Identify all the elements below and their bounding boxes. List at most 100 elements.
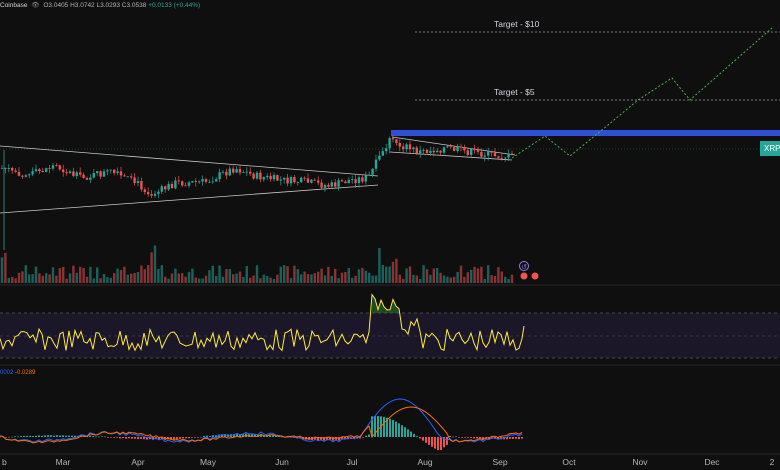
signal-line[interactable] [0, 406, 523, 444]
macd-hist-bar [398, 423, 400, 437]
target-5-label: Target - $5 [494, 87, 535, 97]
macd-hist-bar [509, 437, 511, 439]
volume-bar [123, 266, 126, 283]
candle-body [507, 153, 510, 158]
volume-bar [439, 272, 442, 283]
exchange-label: Coinbase [0, 2, 28, 9]
macd-hist-bar [314, 437, 316, 440]
macd-hist-bar [422, 437, 424, 441]
macd-hist-bar [131, 437, 133, 439]
candle-body [41, 171, 44, 172]
flag-lower-trendline[interactable] [389, 151, 513, 161]
candle-body [85, 177, 89, 180]
macd-hist-bar [410, 431, 412, 437]
macd-hist-bar [395, 421, 397, 437]
macd-hist-bar [200, 436, 202, 438]
macd-hist-bar [464, 437, 466, 438]
macd-legend[interactable]: 0002 -0.0289 [0, 370, 35, 376]
candle-body [476, 150, 480, 152]
macd-hist-bar [458, 437, 460, 438]
candle-body [99, 171, 102, 177]
volume-bar [204, 275, 208, 283]
candle-body [364, 175, 367, 182]
candle-body [381, 151, 384, 156]
macd-hist-bar [233, 434, 235, 437]
volume-bar [504, 276, 507, 283]
candle-body [269, 175, 272, 180]
macd-hist-bar [29, 435, 31, 437]
macd-hist-bar [224, 434, 226, 437]
flag-upper-trendline[interactable] [391, 136, 516, 156]
volume-bar [296, 269, 299, 283]
candle-body [344, 181, 347, 184]
volume-bar [368, 272, 371, 283]
ascending-trendline[interactable] [0, 184, 379, 214]
volume-bar [119, 270, 123, 283]
candles[interactable] [0, 135, 514, 250]
volume-bar [225, 269, 228, 283]
x-tick-label: Dec [704, 457, 720, 467]
macd-hist-bar [110, 437, 112, 438]
x-tick-label: Oct [562, 457, 576, 467]
candle-body [198, 181, 201, 183]
candle-body [191, 181, 194, 183]
event-marker-refresh[interactable] [519, 261, 529, 271]
macd-hist-bar [431, 437, 433, 447]
candle-body [116, 171, 119, 174]
volume-bar [446, 276, 449, 283]
macd-hist-bar [236, 433, 238, 437]
macd-hist-bar [449, 435, 451, 437]
candle-body [439, 150, 442, 153]
candle-body [425, 149, 429, 153]
volume-bar [102, 274, 106, 283]
macd-hist-bar [89, 435, 91, 437]
candle-body [456, 146, 459, 151]
price-change: +0.0133 (+0.44%) [148, 2, 201, 9]
x-tick-label: Mar [56, 457, 71, 467]
volume-bar [242, 277, 245, 283]
volume-bar [130, 273, 133, 283]
candle-body [133, 177, 136, 183]
macd-hist-bar [38, 435, 40, 437]
candle-body [436, 150, 439, 153]
descending-trendline[interactable] [0, 145, 379, 177]
macd-hist-bar [128, 437, 130, 439]
volume-bar [82, 267, 85, 283]
symbol-legend[interactable]: Coinbase 👁 O3.0405 H3.0742 L3.0293 C3.05… [0, 1, 200, 9]
volume-bar [405, 268, 408, 283]
macd-hist-bar [260, 434, 262, 437]
volume-bar [126, 274, 129, 283]
candle-body [14, 170, 17, 172]
volume-bar [354, 275, 357, 283]
macd-hist-bar [281, 436, 283, 438]
projection-path[interactable] [511, 27, 773, 159]
rsi-line[interactable] [0, 293, 525, 352]
macd-hist-bar [20, 436, 22, 437]
volume-bar [269, 277, 272, 283]
macd-hist-bar [101, 436, 103, 437]
candle-body [412, 147, 415, 150]
macd-hist-bar [386, 417, 388, 437]
resistance-zone[interactable] [391, 130, 780, 136]
event-marker-1[interactable] [520, 272, 528, 280]
candle-body [238, 169, 242, 173]
macd-hist-bar [368, 434, 370, 437]
macd-hist-bar [473, 437, 475, 439]
candle-body [374, 159, 378, 169]
volume-bar [334, 268, 337, 283]
macd-hist-bar [149, 437, 151, 440]
candle-body [102, 171, 106, 177]
macd-hist-bar [257, 434, 259, 437]
volume-bar [313, 273, 316, 283]
volume-bar [262, 274, 265, 283]
event-marker-2[interactable] [531, 272, 539, 280]
volume-bar [65, 278, 68, 283]
volume-bar [357, 269, 361, 283]
eye-icon[interactable]: 👁 [31, 2, 40, 9]
volume-bar [453, 276, 456, 283]
x-tick-label: Nov [632, 457, 648, 467]
macd-hist-bar [428, 437, 430, 445]
volume-bar [14, 278, 17, 283]
target-10-label: Target - $10 [494, 19, 540, 29]
